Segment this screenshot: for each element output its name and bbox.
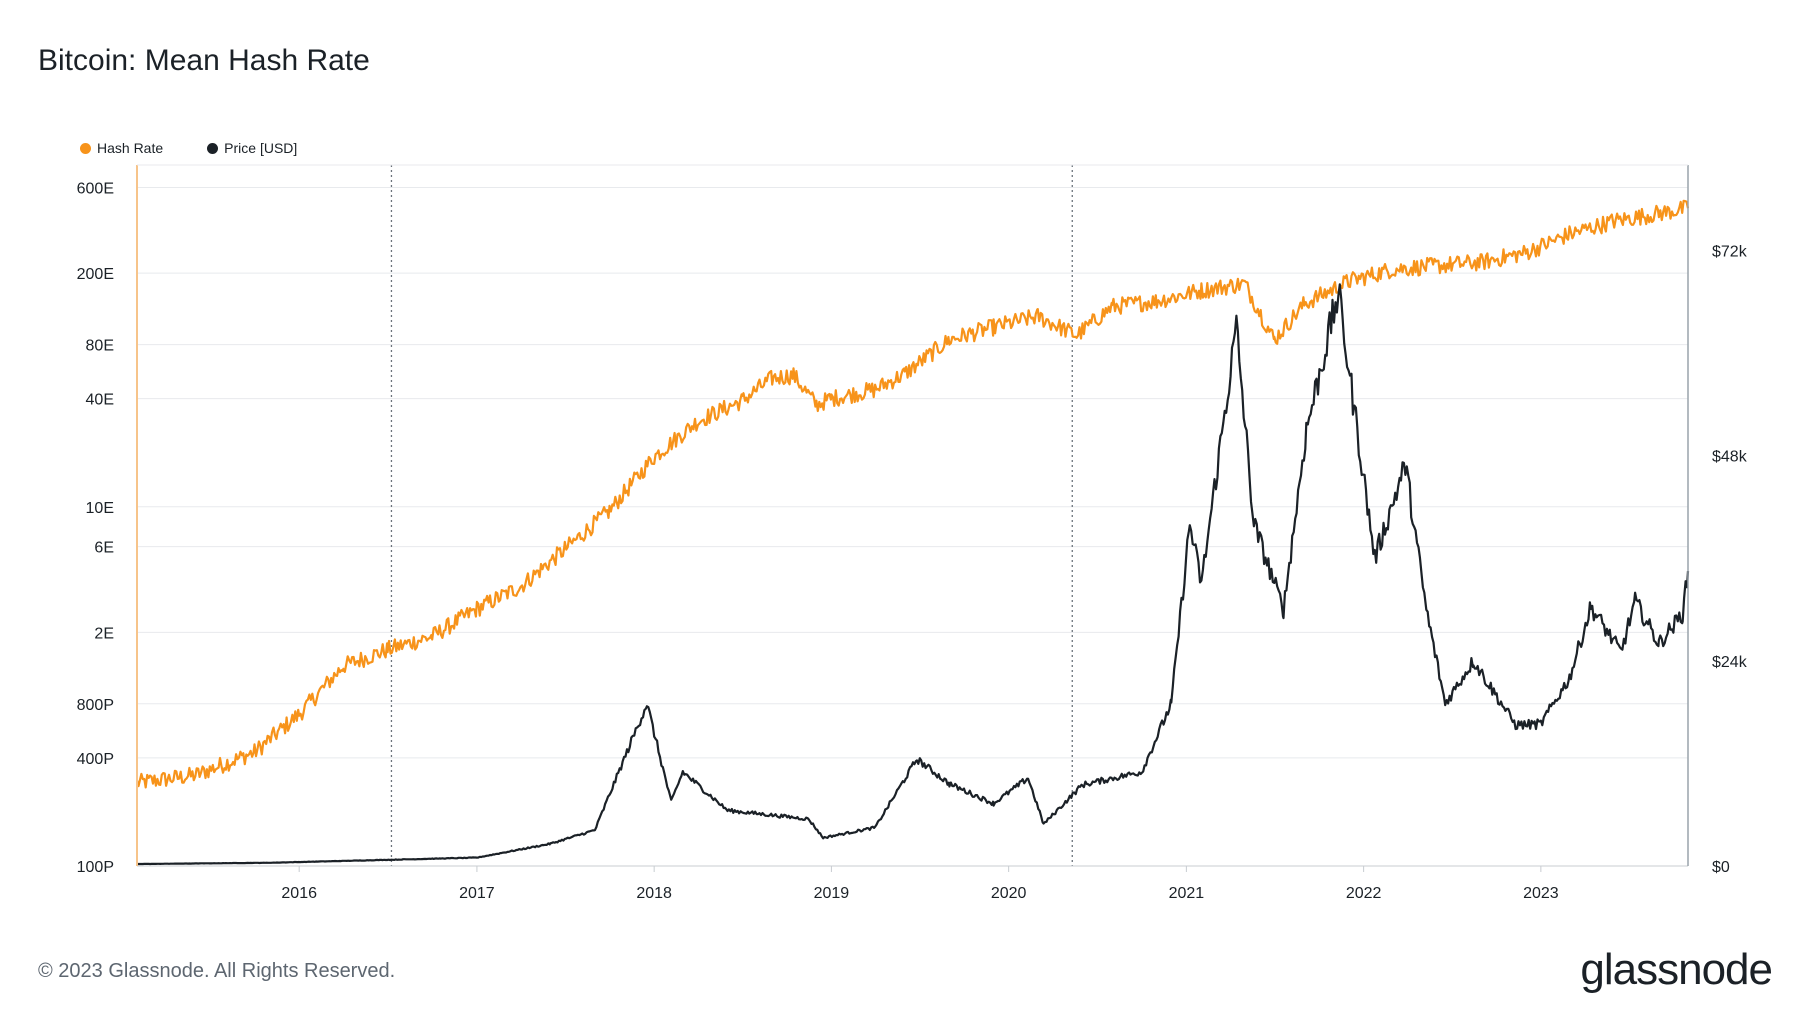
y-left-tick-label: 600E xyxy=(77,180,114,197)
y-left-tick-label: 2E xyxy=(94,625,114,642)
y-left-tick-label: 10E xyxy=(86,500,114,517)
x-tick-label: 2017 xyxy=(459,885,495,902)
series-line-price xyxy=(137,283,1690,866)
x-tick-label: 2019 xyxy=(814,885,850,902)
x-tick-label: 2020 xyxy=(991,885,1027,902)
y-left-tick-label: 6E xyxy=(94,540,114,557)
y-left-tick-label: 400P xyxy=(77,751,114,768)
y-right-tick-label: $72k xyxy=(1712,243,1748,260)
y-left-tick-label: 100P xyxy=(77,859,114,876)
x-tick-label: 2018 xyxy=(636,885,672,902)
y-right-tick-label: $24k xyxy=(1712,654,1748,671)
legend-label-hash-rate: Hash Rate xyxy=(97,140,164,156)
copyright-footer: © 2023 Glassnode. All Rights Reserved. xyxy=(38,960,396,982)
chart-legend: Hash Rate Price [USD] xyxy=(80,140,297,156)
series-line-hash-rate xyxy=(135,199,1690,789)
y-right-tick-label: $48k xyxy=(1712,449,1748,466)
legend-dot-hash-rate-icon xyxy=(80,142,91,154)
x-tick-label: 2021 xyxy=(1169,885,1205,902)
x-tick-label: 2022 xyxy=(1346,885,1382,902)
glassnode-logo: glassnode xyxy=(1580,945,1773,994)
vertical-markers xyxy=(390,165,1073,866)
series-group xyxy=(135,199,1690,866)
tick-labels: 600E 200E 80E 40E 10E 6E 2E 800P 400P 100P $72k $48… xyxy=(77,180,1748,902)
y-left-tick-label: 80E xyxy=(86,338,114,355)
legend-item-hash-rate[interactable]: Hash Rate xyxy=(80,140,163,156)
x-tick-label: 2016 xyxy=(281,885,317,902)
x-tick-label: 2023 xyxy=(1523,885,1559,902)
y-left-tick-label: 200E xyxy=(77,266,114,283)
legend-label-price: Price [USD] xyxy=(224,140,298,156)
y-left-tick-label: 800P xyxy=(77,697,114,714)
y-left-tick-label: 40E xyxy=(86,392,114,409)
chart-title: Bitcoin: Mean Hash Rate xyxy=(38,44,370,77)
axes xyxy=(136,164,1689,872)
legend-item-price[interactable]: Price [USD] xyxy=(207,140,297,156)
y-right-tick-label: $0 xyxy=(1712,859,1730,876)
legend-dot-price-icon xyxy=(207,142,219,154)
